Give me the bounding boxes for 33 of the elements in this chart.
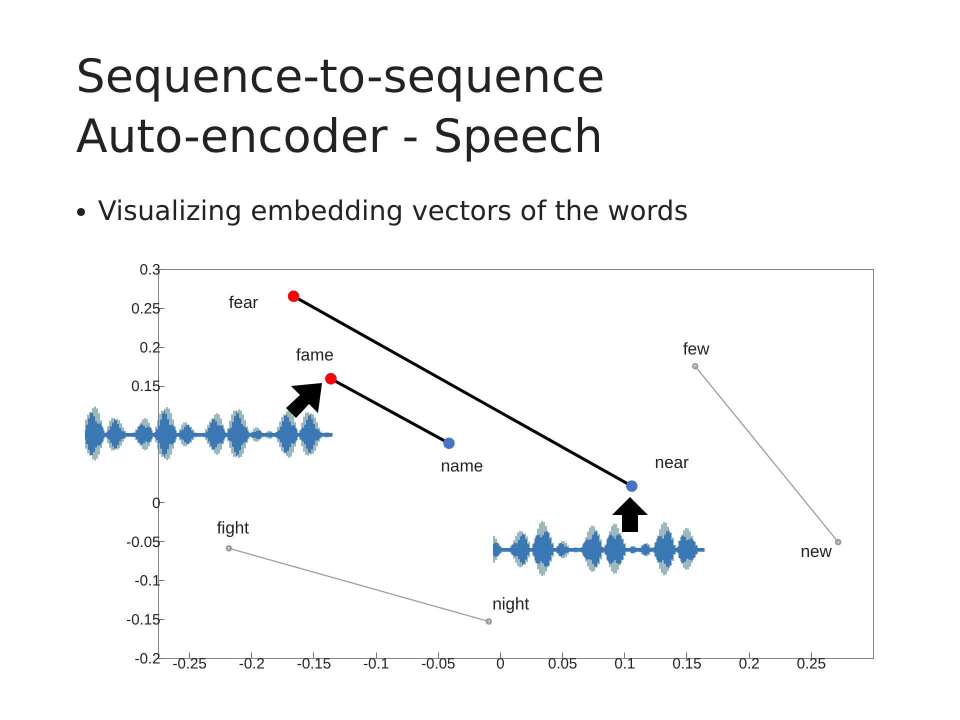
y-tick-label: 0.25 xyxy=(131,300,160,318)
x-tick-label: -0.05 xyxy=(421,656,456,672)
x-tick-label: 0.1 xyxy=(614,656,636,672)
y-tick-label: 0.3 xyxy=(140,262,160,278)
chart-title: Sequence-to-sequence Auto-encoder - Speech xyxy=(76,48,606,165)
x-tick-label: -0.25 xyxy=(172,656,207,672)
y-tick-label: 0 xyxy=(152,494,160,512)
annotation: few xyxy=(682,339,710,358)
chart-subtitle: Visualizing embedding vectors of the words xyxy=(98,196,688,227)
y-tick-label: -0.05 xyxy=(126,534,160,551)
point xyxy=(288,290,300,302)
y-tick-label: 0.2 xyxy=(140,339,160,356)
x-tick-label: 0.2 xyxy=(738,656,760,672)
x-tick-label: -0.2 xyxy=(238,656,265,672)
y-tick-label: -0.15 xyxy=(126,612,160,629)
annotation: fear xyxy=(228,293,259,312)
x-tick-label: -0.1 xyxy=(363,656,390,672)
x-tick-label: -0.15 xyxy=(296,656,332,672)
annotation: fight xyxy=(216,518,250,538)
annotation: name xyxy=(440,456,484,476)
x-tick-label: 0 xyxy=(496,656,505,672)
y-tick-label: 0.15 xyxy=(131,378,160,396)
annotation: near xyxy=(654,453,690,472)
point xyxy=(626,480,638,492)
annotation: new xyxy=(800,542,832,562)
point xyxy=(325,373,337,384)
annotation: fame xyxy=(296,346,334,365)
x-tick-label: 0.15 xyxy=(672,656,702,672)
x-tick-label: 0.25 xyxy=(796,656,826,672)
y-tick-label: -0.1 xyxy=(134,572,160,590)
x-tick-label: 0.05 xyxy=(548,656,578,672)
point xyxy=(443,438,455,449)
annotation: night xyxy=(492,594,530,614)
